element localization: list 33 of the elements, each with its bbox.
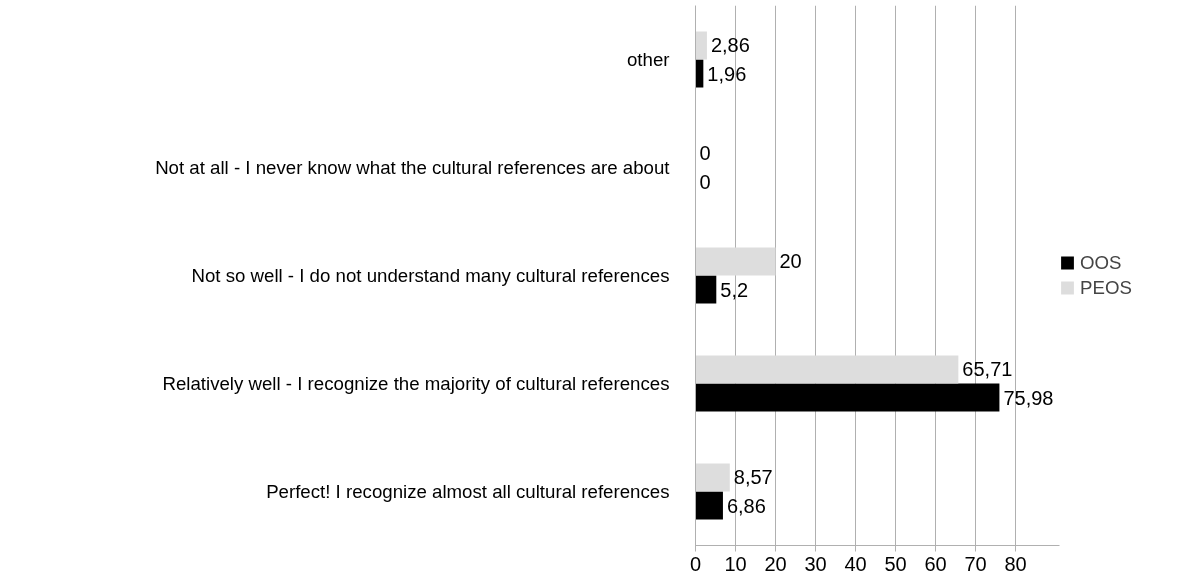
data-label: 8,57 — [733, 466, 773, 489]
y-tick-label: other — [626, 49, 670, 70]
x-tick-label: 20 — [764, 552, 787, 575]
bar — [695, 355, 959, 384]
bar — [695, 31, 707, 60]
data-label: 0 — [699, 142, 711, 165]
x-tick-label: 30 — [804, 552, 827, 575]
data-label: 1,96 — [707, 62, 747, 85]
x-tick-label: 80 — [1004, 552, 1027, 575]
y-tick-label: Not so well - I do not understand many cultural references — [191, 265, 670, 286]
x-tick-label: 0 — [689, 552, 702, 575]
legend-label: OOS — [1080, 251, 1122, 274]
bar — [695, 491, 723, 520]
data-label: 65,71 — [962, 358, 1013, 381]
bar — [695, 275, 717, 304]
y-tick-label: Relatively well - I recognize the majority of cultural references — [162, 373, 670, 394]
bar — [695, 247, 776, 276]
data-label: 20 — [779, 250, 802, 273]
bar — [695, 383, 1000, 412]
y-tick-label: Perfect! I recognize almost all cultural references — [266, 481, 670, 502]
x-tick-label: 10 — [724, 552, 747, 575]
data-label: 0 — [699, 170, 711, 193]
legend-label: PEOS — [1080, 276, 1132, 299]
data-label: 75,98 — [1003, 386, 1054, 409]
data-label: 6,86 — [726, 494, 766, 517]
x-tick-label: 60 — [924, 552, 947, 575]
x-tick-label: 50 — [884, 552, 907, 575]
x-tick-label: 40 — [844, 552, 867, 575]
bar — [695, 463, 730, 492]
data-label: 2,86 — [710, 34, 750, 57]
y-tick-label: Not at all - I never know what the cultural references are about — [155, 157, 671, 178]
data-label: 5,2 — [720, 278, 749, 301]
x-tick-label: 70 — [964, 552, 987, 575]
